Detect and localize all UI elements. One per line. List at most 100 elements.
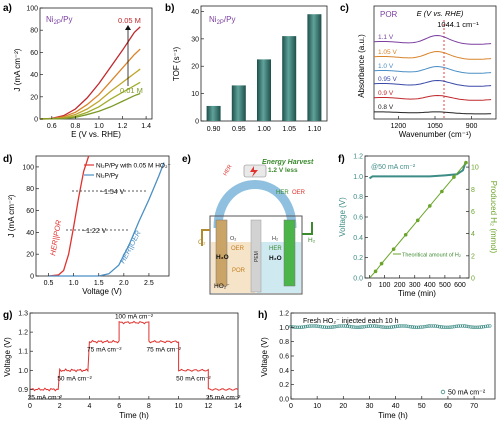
- panel-a-xticks: 0.6 0.8 1.0 1.2 1.4: [47, 116, 151, 130]
- panel-a-y-tick-label: 60: [30, 50, 38, 57]
- panel-a-y-tick-label: 40: [30, 72, 38, 79]
- panel-h-point: [431, 324, 436, 328]
- panel-f-yl-tick-label: 0.0: [353, 276, 363, 283]
- panel-d-x-tick-label: 0.5: [44, 280, 54, 287]
- panel-h-point: [364, 324, 369, 329]
- panel-h-point: [301, 325, 306, 329]
- panel-f-annotation: @50 mA cm⁻²: [371, 164, 416, 171]
- panel-h-x-tick-label: 60: [444, 403, 452, 410]
- panel-c-spectra: 1.1 V 1.05 V 1.0 V 0.95 V 0.9 V 0.8 V: [373, 34, 492, 115]
- panel-h-point: [404, 324, 408, 328]
- panel-f-yticks-left: 0.0 0.2 0.4 0.6 0.8 1.0 1.2: [353, 154, 368, 283]
- panel-a-y-tick-label: 0: [34, 117, 38, 124]
- panel-d-red-label: HER||POR: [48, 219, 63, 257]
- panel-a-series-0: [39, 26, 141, 120]
- panel-h-point: [400, 324, 404, 328]
- panel-h-point: [412, 325, 417, 329]
- panel-g-xlabel: Time (h): [119, 411, 149, 420]
- panel-e-her-por: HER: [223, 164, 234, 177]
- panel-a-x-tick-label: 1.0: [94, 123, 104, 130]
- panel-h-point: [299, 325, 304, 329]
- panel-e-v-save: 1.2 V less: [268, 167, 298, 174]
- panel-h-point: [406, 324, 410, 329]
- panel-f-x-tick-label: 0: [368, 282, 372, 289]
- panel-c-series-label: 0.9 V: [378, 90, 394, 97]
- panel-b-y-tick-label: 20: [191, 64, 199, 71]
- panel-h-point: [475, 325, 479, 329]
- panel-f-x-tick-label: 300: [409, 282, 421, 289]
- panel-h-point: [341, 324, 346, 328]
- panel-b-x-tick-label: 0.95: [232, 126, 246, 133]
- panel-f-x-tick-label: 500: [439, 282, 451, 289]
- panel-h-x-tick-label: 50: [418, 403, 426, 410]
- panel-c-series-5: [374, 111, 492, 115]
- panel-h-point: [362, 325, 366, 329]
- panel-a: a) Ni2P/Py 0.05 M 0.01 M 0 20 40 60 80 100 0.…: [3, 3, 153, 139]
- panel-b: b) Ni2P/Py 0 10 20 30 40 0.90 0.95 1.00 1.05 1.1…: [165, 3, 328, 133]
- panel-h-point: [402, 324, 406, 328]
- panel-f-yl-tick-label: 0.4: [353, 235, 363, 242]
- panel-h-point: [337, 324, 341, 328]
- panel-h-x-tick-label: 40: [392, 403, 400, 410]
- panel-g-y-tick-label: 0.9: [18, 387, 28, 394]
- panel-h: h) Fresh HO₂⁻ injected each 10 h 50 mA c…: [258, 310, 496, 420]
- panel-c-title: POR: [380, 10, 398, 19]
- panel-h-ylabel: Voltage (V): [260, 337, 269, 377]
- panel-a-x-tick-label: 1.4: [141, 123, 151, 130]
- panel-a-series-1: [39, 48, 141, 120]
- panel-a-series-4: [39, 92, 141, 120]
- panel-f-x-tick-label: 400: [424, 282, 436, 289]
- panel-b-y-tick-label: 10: [191, 91, 199, 98]
- panel-f-x-tick-label: 600: [454, 282, 466, 289]
- panel-g-xticks: 0 2 4 6 8 10 12 14: [28, 396, 242, 410]
- panel-g-step-label: 100 mA cm⁻²: [115, 314, 154, 321]
- panel-b-y-tick-label: 40: [191, 9, 199, 16]
- panel-a-frame: [39, 7, 153, 120]
- panel-h-point: [458, 324, 463, 328]
- panel-h-point: [318, 324, 323, 329]
- panel-h-point: [389, 325, 394, 329]
- panel-h-point: [396, 324, 400, 328]
- panel-a-y-tick-label: 20: [30, 94, 38, 101]
- panel-f-h2-point: [373, 269, 378, 274]
- panel-a-conc-top: 0.05 M: [118, 16, 141, 25]
- panel-h-point: [381, 325, 385, 329]
- panel-e-h2-small: H₂: [272, 236, 278, 242]
- panel-b-yticks: 0 10 20 30 40: [191, 9, 204, 126]
- panel-g-step-label: 25 mA cm⁻²: [28, 394, 63, 401]
- panel-e-pem: PEM: [254, 251, 260, 262]
- panel-h-x-tick-label: 10: [313, 403, 321, 410]
- panel-h-point: [366, 324, 371, 328]
- panel-c-series-label: 1.1 V: [378, 34, 394, 41]
- panel-a-y-tick-label: 80: [30, 28, 38, 35]
- panel-e-oer: OER: [231, 246, 245, 252]
- panel-e-wire: [213, 180, 297, 229]
- panel-c-x-tick-label: 900: [466, 123, 478, 130]
- panel-h-point: [410, 325, 415, 329]
- panel-h-point: [465, 324, 469, 328]
- panel-h-point: [356, 325, 360, 329]
- panel-f-x-tick-label: 200: [394, 282, 406, 289]
- panel-c-series-label: 1.05 V: [378, 49, 397, 56]
- panel-f-h2-point: [452, 175, 456, 179]
- panel-e: e) Energy Harvest 1.2 V less HER HER OER…: [182, 154, 316, 295]
- panel-h-point: [291, 325, 295, 329]
- panel-a-arrowhead: [125, 25, 131, 30]
- panel-f-yl-tick-label: 0.6: [353, 215, 363, 222]
- panel-h-point: [425, 324, 429, 328]
- panel-f-yl-tick-label: 0.2: [353, 255, 363, 262]
- panel-d-y-tick-label: 60: [26, 208, 34, 215]
- panel-h-point: [488, 324, 492, 328]
- panel-b-x-tick-label: 0.90: [207, 126, 221, 133]
- panel-b-x-tick-label: 1.00: [257, 126, 271, 133]
- panel-h-xticks: 0 10 20 30 40 50 60 70: [289, 396, 478, 410]
- panel-h-point: [483, 324, 488, 329]
- panel-c-label: c): [340, 3, 349, 14]
- panel-d-label: d): [3, 154, 12, 165]
- panel-h-point: [320, 325, 325, 329]
- panel-h-yticks: 0.0 0.2 0.4 0.6 0.8 1.0 1.2: [279, 311, 294, 404]
- panel-b-x-tick-label: 1.10: [308, 126, 322, 133]
- panel-f-yr-tick-label: 0: [471, 276, 475, 283]
- panel-h-y-tick-label: 0.8: [279, 339, 289, 346]
- panel-h-point: [333, 325, 337, 329]
